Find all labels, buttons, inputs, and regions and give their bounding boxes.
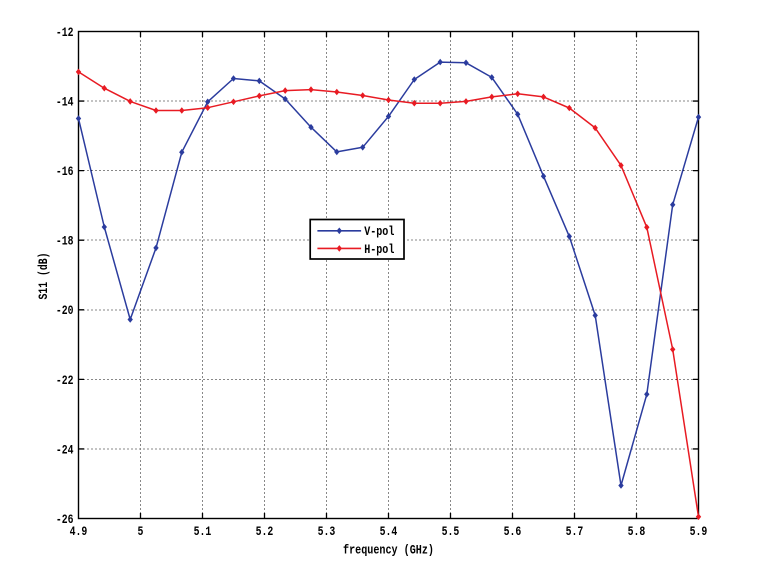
svg-text:-24: -24 bbox=[56, 443, 74, 457]
svg-text:S11 (dB): S11 (dB) bbox=[37, 253, 51, 300]
svg-text:5.6: 5.6 bbox=[504, 525, 522, 539]
svg-text:-12: -12 bbox=[56, 26, 74, 40]
svg-text:-16: -16 bbox=[56, 165, 74, 179]
svg-text:frequency (GHz): frequency (GHz) bbox=[343, 544, 434, 558]
svg-text:-20: -20 bbox=[56, 304, 74, 318]
svg-text:H-pol: H-pol bbox=[364, 243, 394, 257]
svg-text:4.9: 4.9 bbox=[70, 525, 88, 539]
svg-text:5.1: 5.1 bbox=[194, 525, 212, 539]
svg-text:5.3: 5.3 bbox=[318, 525, 336, 539]
svg-text:-18: -18 bbox=[56, 235, 74, 249]
svg-text:-14: -14 bbox=[56, 96, 74, 110]
svg-text:5.4: 5.4 bbox=[380, 525, 398, 539]
svg-text:5.7: 5.7 bbox=[566, 525, 584, 539]
svg-text:5.5: 5.5 bbox=[442, 525, 460, 539]
svg-text:5: 5 bbox=[138, 525, 144, 539]
svg-text:5.8: 5.8 bbox=[628, 525, 646, 539]
svg-text:5.9: 5.9 bbox=[690, 525, 708, 539]
svg-text:-26: -26 bbox=[56, 513, 74, 527]
svg-text:V-pol: V-pol bbox=[364, 225, 394, 239]
svg-text:-22: -22 bbox=[56, 374, 74, 388]
svg-text:5.2: 5.2 bbox=[256, 525, 274, 539]
